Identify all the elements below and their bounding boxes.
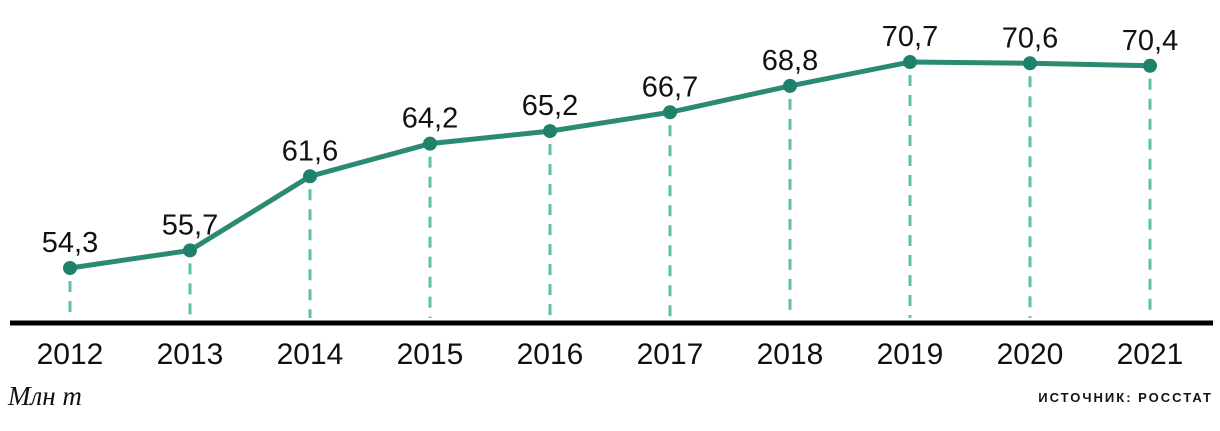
series-line: [67, 59, 1153, 271]
data-point-2020: [1023, 56, 1037, 71]
year-label-2019: 2019: [877, 338, 944, 371]
data-point-2015: [423, 136, 437, 151]
value-label-2017: 66,7: [642, 71, 698, 103]
data-point-2012: [63, 261, 77, 275]
source-label: ИСТОЧНИК: РОССТАТ: [1038, 390, 1213, 405]
value-label-2014: 61,6: [282, 135, 338, 167]
line-chart-svg: 54,3 2012 55,7 2013 61,6 2014 64,2 2015 65,2 2016…: [10, 21, 1213, 371]
year-label-2017: 2017: [637, 338, 704, 371]
value-label-2019: 70,7: [882, 21, 938, 53]
year-label-2016: 2016: [517, 338, 584, 371]
data-point-2017: [663, 105, 677, 120]
year-label-2018: 2018: [757, 338, 824, 371]
data-point-2016: [543, 124, 557, 139]
year-label-2021: 2021: [1117, 338, 1184, 371]
year-label-2013: 2013: [157, 338, 224, 371]
data-point-2021: [1143, 58, 1157, 73]
value-label-2012: 54,3: [42, 227, 98, 259]
year-label-2014: 2014: [277, 338, 344, 371]
value-label-2013: 55,7: [162, 209, 218, 241]
value-label-2016: 65,2: [522, 90, 578, 122]
unit-label: Млн т: [8, 381, 82, 411]
value-label-2021: 70,4: [1122, 25, 1178, 57]
data-point-2019: [903, 55, 917, 70]
year-label-2012: 2012: [37, 338, 104, 371]
data-point-2018: [783, 78, 797, 93]
year-label-2015: 2015: [397, 338, 464, 371]
value-label-2018: 68,8: [762, 45, 818, 77]
data-point-2014: [303, 169, 317, 184]
value-label-2020: 70,6: [1002, 22, 1058, 54]
year-label-2020: 2020: [997, 338, 1064, 371]
data-point-2013: [183, 243, 197, 258]
value-label-2015: 64,2: [402, 103, 458, 135]
